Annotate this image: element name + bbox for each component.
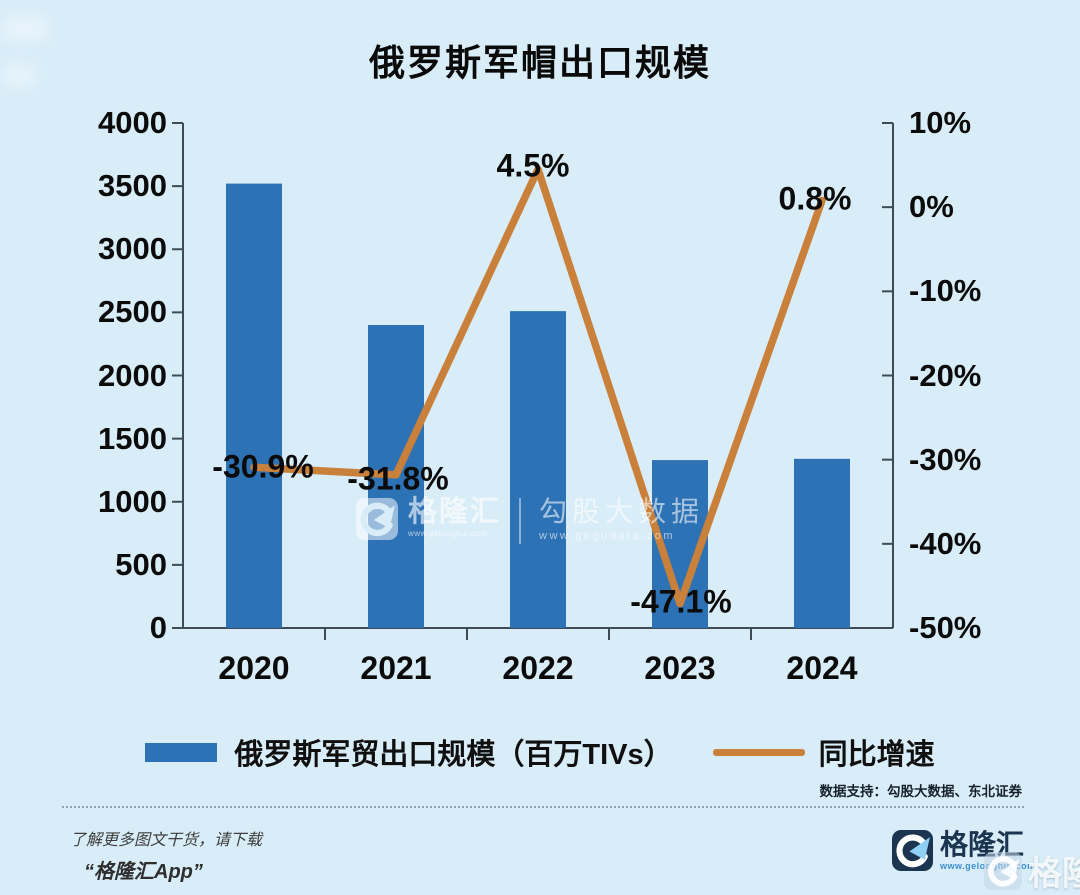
- right-axis-label-0%: 0%: [909, 189, 954, 225]
- left-axis-label-1000: 1000: [98, 483, 167, 519]
- left-axis-label-1500: 1500: [98, 420, 167, 456]
- legend-bar-swatch: [145, 742, 218, 762]
- line-value-label-2022: 4.5%: [496, 147, 570, 184]
- bar-2020: [226, 183, 282, 628]
- line-value-label-2020: -30.9%: [212, 448, 314, 485]
- promo-line1: 了解更多图文干货，请下载: [70, 832, 263, 849]
- bar-2022: [510, 311, 566, 628]
- watermark-artifact: [2, 64, 36, 86]
- left-axis-label-0: 0: [149, 610, 167, 645]
- left-axis-label-2500: 2500: [98, 294, 167, 330]
- growth-line: [250, 165, 826, 608]
- watermark-data-url: www.gogudata.com: [539, 530, 676, 542]
- corner-watermark: 格隆汇: [984, 846, 1080, 895]
- left-axis-label-500: 500: [115, 546, 167, 582]
- line-value-label-2023: -47.1%: [630, 583, 732, 620]
- promo-line2: “格隆汇App”: [84, 861, 203, 883]
- watermark-brand-url: www.gelonghui.com: [408, 529, 488, 538]
- footer-divider: [62, 806, 1024, 808]
- left-axis-label-2000: 2000: [98, 357, 167, 393]
- left-axis-label-3000: 3000: [98, 231, 167, 267]
- x-label-2022: 2022: [502, 650, 574, 686]
- gelonghui-logo-icon: [984, 851, 1022, 890]
- x-label-2023: 2023: [644, 650, 716, 686]
- watermark-divider: [519, 498, 522, 544]
- legend-line-label: 同比增速: [818, 739, 935, 771]
- watermark-brand: 格隆汇: [408, 496, 502, 528]
- right-axis-label--50%: -50%: [909, 610, 982, 645]
- bar-2024: [794, 458, 850, 628]
- right-axis-label--20%: -20%: [909, 357, 982, 393]
- chart-title: 俄罗斯军帽出口规模: [368, 42, 711, 83]
- right-axis-label--40%: -40%: [909, 525, 982, 561]
- left-axis-label-4000: 4000: [98, 105, 167, 140]
- watermark-artifact: [2, 16, 48, 42]
- legend: 俄罗斯军贸出口规模（百万TIVs） 同比增速: [0, 731, 1080, 773]
- x-label-2024: 2024: [786, 650, 858, 686]
- watermark-data-brand: 勾股大数据: [539, 496, 705, 527]
- left-axis-label-3500: 3500: [98, 168, 167, 204]
- line-value-label-2024: 0.8%: [778, 180, 852, 217]
- legend-bar-label: 俄罗斯军贸出口规模（百万TIVs）: [234, 739, 673, 771]
- gelonghui-logo-icon: [356, 498, 398, 540]
- promo-block: 了解更多图文干货，请下载 “格隆汇App”: [70, 826, 262, 884]
- corner-watermark-text: 格隆汇: [1028, 855, 1080, 893]
- legend-line-swatch: [712, 748, 805, 756]
- x-label-2021: 2021: [360, 650, 432, 686]
- right-axis-label--10%: -10%: [909, 273, 982, 309]
- data-support-note: 数据支持：勾股大数据、东北证券: [819, 784, 1023, 799]
- gelonghui-logo-icon: [892, 830, 933, 871]
- center-watermark: 格隆汇 www.gelonghui.com 勾股大数据 www.gogudata…: [356, 498, 704, 544]
- x-label-2020: 2020: [218, 650, 290, 686]
- right-axis-label-10%: 10%: [909, 105, 972, 140]
- line-value-label-2021: -31.8%: [347, 460, 449, 497]
- right-axis-label--30%: -30%: [909, 441, 982, 477]
